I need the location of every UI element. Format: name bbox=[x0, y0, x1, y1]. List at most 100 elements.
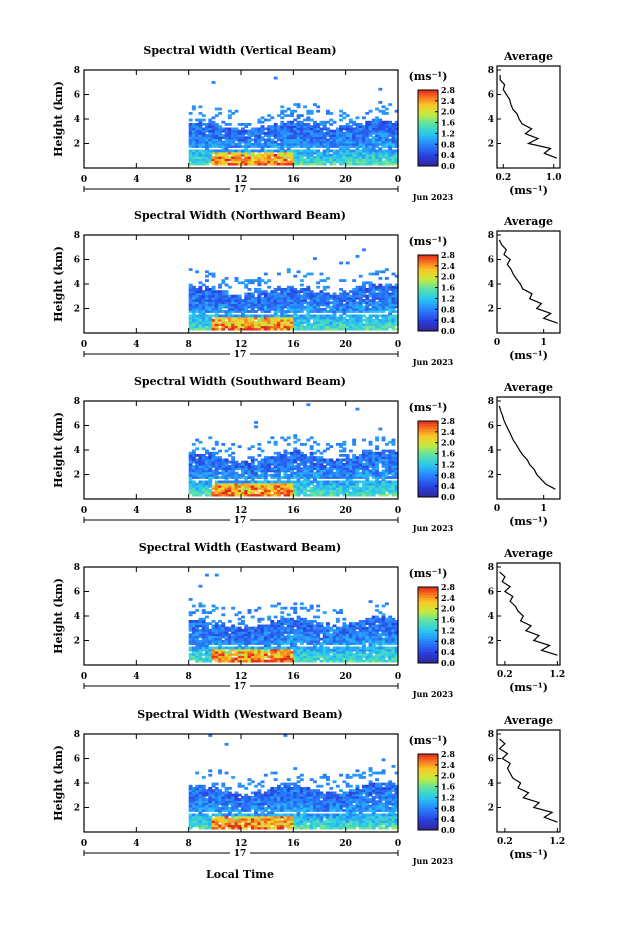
heatmap-cell bbox=[260, 325, 265, 329]
heatmap-cell bbox=[263, 469, 268, 473]
heatmap-cell bbox=[247, 648, 252, 652]
heatmap-cell bbox=[362, 125, 366, 128]
heatmap-cell bbox=[339, 138, 343, 142]
heatmap-cell bbox=[273, 480, 278, 484]
heatmap-cell bbox=[384, 635, 389, 639]
heatmap-cell bbox=[352, 659, 357, 663]
heatmap-cell bbox=[303, 650, 307, 654]
heatmap-cell bbox=[254, 493, 258, 497]
heatmap-cell bbox=[316, 162, 321, 166]
heatmap-cell bbox=[365, 655, 370, 659]
heatmap-cell bbox=[260, 290, 265, 293]
heatmap-cell bbox=[322, 491, 327, 495]
heatmap-cell bbox=[339, 611, 343, 614]
heatmap-cell bbox=[391, 491, 396, 495]
heatmap-cell bbox=[260, 299, 265, 302]
heatmap-cell bbox=[247, 299, 252, 302]
heatmap-cell bbox=[352, 325, 357, 329]
heatmap-cell bbox=[368, 288, 373, 291]
heatmap-cell bbox=[306, 296, 311, 300]
heatmap-cell bbox=[329, 484, 334, 488]
heatmap-cell bbox=[273, 659, 278, 663]
heatmap-cell bbox=[358, 149, 363, 153]
heatmap-cell bbox=[286, 285, 291, 289]
heatmap-cell bbox=[237, 314, 242, 318]
heatmap-cell bbox=[260, 487, 265, 490]
heatmap-cell bbox=[191, 149, 196, 153]
heatmap-cell bbox=[218, 467, 222, 471]
heatmap-cell bbox=[270, 604, 275, 608]
heatmap-cell bbox=[348, 650, 353, 654]
heatmap-cell bbox=[205, 480, 209, 484]
heatmap-cell bbox=[188, 458, 193, 462]
heatmap-cell bbox=[254, 142, 258, 146]
heatmap-cell bbox=[241, 314, 245, 318]
heatmap-cell bbox=[283, 653, 288, 656]
heatmap-cell bbox=[260, 476, 265, 479]
date-label: Jun 2023 bbox=[412, 192, 454, 202]
heatmap-cell bbox=[352, 467, 357, 471]
heatmap-cell bbox=[329, 465, 334, 468]
heatmap-cell bbox=[348, 316, 353, 320]
heatmap-cell bbox=[273, 160, 278, 164]
heatmap-cell bbox=[384, 145, 389, 148]
heatmap-cell bbox=[201, 142, 206, 146]
heatmap-cell bbox=[319, 138, 324, 142]
heatmap-cell bbox=[198, 480, 203, 484]
heatmap-cell bbox=[326, 460, 330, 464]
heatmap-cell bbox=[290, 314, 294, 318]
heatmap-cell bbox=[335, 469, 340, 473]
heatmap-cell bbox=[339, 160, 343, 164]
heatmap-cell bbox=[352, 491, 357, 495]
heatmap-cell bbox=[224, 487, 229, 490]
heatmap-cell bbox=[319, 294, 324, 298]
heatmap-cell bbox=[208, 323, 213, 327]
heatmap-cell bbox=[303, 288, 307, 291]
heatmap-cell bbox=[368, 473, 373, 477]
heatmap-cell bbox=[270, 301, 275, 305]
heatmap-cell bbox=[191, 123, 196, 126]
heatmap-cell bbox=[391, 454, 396, 457]
heatmap-cell bbox=[345, 321, 350, 324]
heatmap-cell bbox=[224, 493, 229, 497]
heatmap-cell bbox=[355, 493, 360, 497]
heatmap-cell bbox=[358, 628, 363, 632]
heatmap-cell bbox=[293, 456, 298, 459]
heatmap-cell bbox=[247, 321, 252, 324]
heatmap-cell bbox=[313, 493, 317, 497]
heatmap-cell bbox=[378, 288, 383, 291]
heatmap-cell bbox=[326, 138, 330, 142]
heatmap-cell bbox=[375, 620, 379, 623]
heatmap-cell bbox=[352, 138, 357, 142]
heatmap-cell bbox=[224, 633, 229, 637]
heatmap-cell bbox=[195, 153, 200, 157]
heatmap-cell bbox=[277, 454, 281, 457]
heatmap-cell bbox=[237, 489, 242, 493]
heatmap-cell bbox=[191, 310, 196, 313]
heatmap-cell bbox=[283, 458, 288, 462]
heatmap-cell bbox=[358, 323, 363, 327]
heatmap-cell bbox=[322, 120, 327, 124]
heatmap-cell bbox=[205, 288, 209, 291]
heatmap-cell bbox=[214, 140, 219, 144]
heatmap-cell bbox=[378, 136, 383, 140]
heatmap-cell bbox=[224, 321, 229, 324]
heatmap-cell bbox=[224, 158, 229, 162]
heatmap-cell bbox=[227, 142, 232, 146]
heatmap-cell bbox=[362, 449, 366, 453]
heatmap-cell bbox=[254, 473, 258, 477]
heatmap-cell bbox=[273, 153, 278, 157]
heatmap-cell bbox=[365, 327, 370, 331]
heatmap-cell bbox=[355, 462, 360, 466]
heatmap-cell bbox=[355, 637, 360, 641]
heatmap-cell bbox=[244, 633, 249, 637]
heatmap-cell bbox=[283, 292, 288, 296]
heatmap-cell bbox=[303, 149, 307, 153]
heatmap-cell bbox=[309, 303, 314, 307]
heatmap-cell bbox=[198, 134, 203, 137]
heatmap-cell bbox=[299, 648, 304, 652]
heatmap-cell bbox=[313, 478, 317, 482]
heatmap-cell bbox=[201, 296, 206, 300]
heatmap-cell bbox=[375, 136, 379, 140]
colorbar-segment bbox=[418, 445, 438, 449]
